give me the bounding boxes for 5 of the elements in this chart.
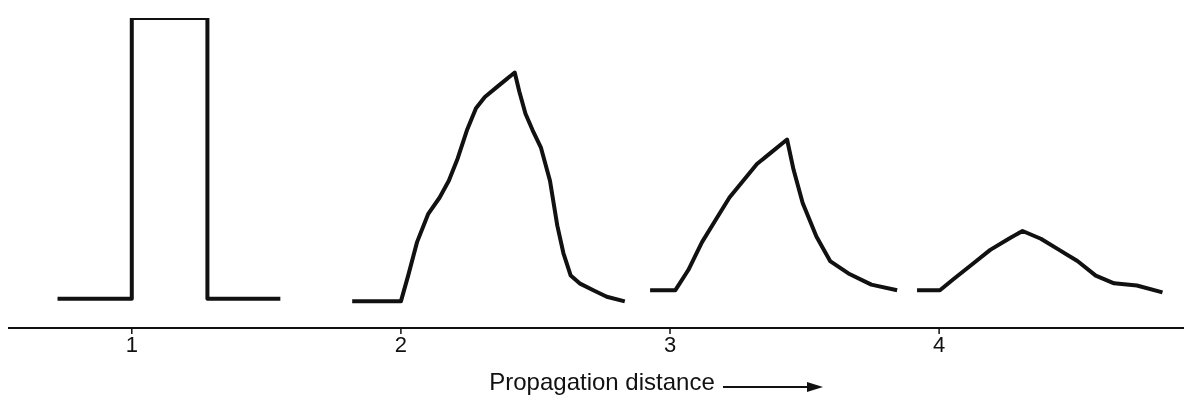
x-axis-title: Propagation distance <box>489 368 715 396</box>
x-tick-label: 4 <box>932 331 946 357</box>
x-tick-label: 3 <box>663 331 677 357</box>
x-tick-label: 2 <box>394 331 408 357</box>
x-tick-label: 1 <box>125 331 138 357</box>
